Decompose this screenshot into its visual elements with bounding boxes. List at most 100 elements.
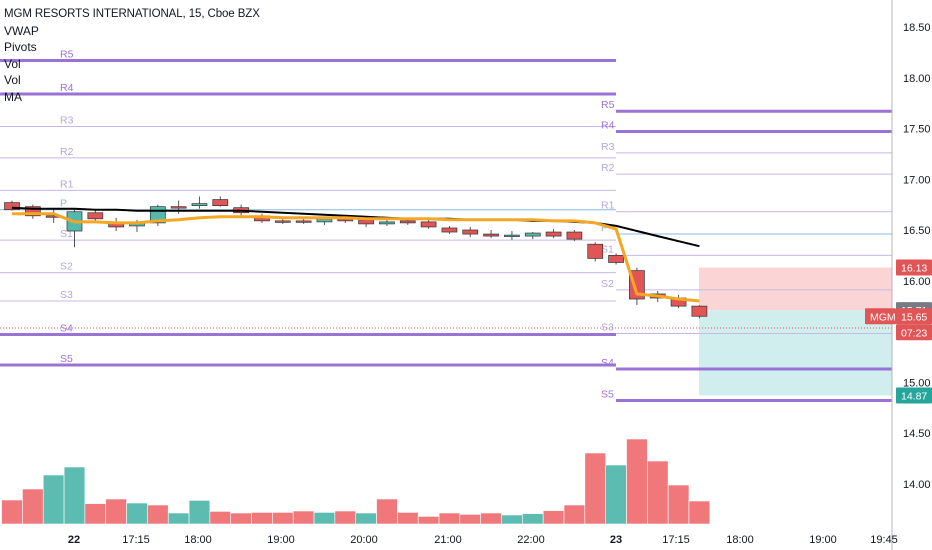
pivot-label: R1 <box>601 200 615 212</box>
volume-bar <box>501 514 523 525</box>
position-zones <box>699 267 892 396</box>
candles <box>4 196 708 319</box>
pivot-label: R3 <box>60 114 74 126</box>
volume-bar <box>542 510 565 525</box>
price-tick: 14.00 <box>903 479 931 491</box>
volume-bar <box>84 503 107 525</box>
pivot-label: R3 <box>601 141 615 153</box>
volume-bar <box>292 510 315 525</box>
indicator-ma[interactable]: MA <box>4 89 22 104</box>
symbol-title[interactable]: MGM RESORTS INTERNATIONAL, 15, Cboe BZX <box>4 8 260 20</box>
indicator-vol[interactable]: Vol <box>4 56 21 71</box>
price-badge-label: 15.65 <box>901 311 927 323</box>
volume-bar <box>209 511 231 525</box>
volume-bar <box>22 488 44 525</box>
candle-body <box>295 220 312 223</box>
candle-body <box>566 231 583 240</box>
volume-bar <box>188 500 211 525</box>
volume-bar <box>63 466 86 525</box>
price-tick: 17.50 <box>903 124 931 136</box>
pivot-label: R2 <box>60 146 74 158</box>
volume-bar <box>563 504 586 525</box>
target-zone <box>699 310 892 396</box>
time-tick: 19:00 <box>267 534 295 546</box>
price-badge <box>896 259 932 276</box>
pivot-label: S2 <box>60 261 73 273</box>
volume-bar <box>355 512 377 525</box>
volume-bar <box>522 513 544 525</box>
volume-bar <box>605 464 627 525</box>
candle-body <box>608 255 624 263</box>
price-badge-label: 14.87 <box>901 390 927 402</box>
volume-bar <box>626 438 648 525</box>
stop-zone <box>699 267 892 311</box>
candle-body <box>191 203 208 206</box>
pivot-label: P <box>601 222 608 234</box>
volume-bar <box>230 512 252 525</box>
candle-body <box>379 221 395 225</box>
candle-body <box>524 232 541 237</box>
pivot-label: S4 <box>601 357 614 369</box>
time-tick: 17:15 <box>662 534 690 546</box>
volume-bar <box>688 500 711 525</box>
pivot-label: R5 <box>601 99 615 111</box>
price-badge-label: 16.13 <box>901 263 927 275</box>
time-tick: 22:00 <box>517 534 545 546</box>
indicator-pivots[interactable]: Pivots <box>4 40 37 55</box>
pivot-label: R4 <box>60 82 74 94</box>
time-tick: 18:00 <box>184 534 212 546</box>
volume-bar <box>42 474 65 525</box>
chart-legend: MGM RESORTS INTERNATIONAL, 15, Cboe BZX … <box>4 6 260 106</box>
price-badge-label: 07:23 <box>901 327 927 339</box>
volume-bar <box>417 516 440 525</box>
price-tick: 16.00 <box>903 276 931 288</box>
time-tick: 20:00 <box>350 534 378 546</box>
price-tick: 18.00 <box>903 73 931 85</box>
candle-body <box>274 220 291 223</box>
volume-bar <box>397 512 419 525</box>
volume-bar <box>480 512 502 525</box>
price-tick: 18.50 <box>903 22 931 34</box>
candle-body <box>545 231 562 237</box>
volume-bar <box>438 512 461 525</box>
price-badge <box>896 324 932 341</box>
pivot-label: S3 <box>60 289 73 301</box>
candle-body <box>399 220 416 224</box>
price-tick: 14.50 <box>903 428 931 440</box>
pivot-label: R5 <box>60 48 74 60</box>
pivot-levels: R5R4R3R2R1PS1S2S3S4S5R5R4R3R2R1PS1S2S3S4… <box>0 48 892 403</box>
price-badge <box>896 308 932 325</box>
price-axis[interactable]: 18.5018.0017.5017.0016.5016.0015.5015.00… <box>865 22 932 491</box>
volume-bar <box>459 514 481 525</box>
time-tick: 22 <box>68 534 80 546</box>
indicator-vol-2[interactable]: Vol <box>4 73 21 88</box>
time-tick: 18:00 <box>726 534 754 546</box>
pivot-label: S5 <box>60 353 73 365</box>
volume-bar <box>126 502 148 525</box>
indicator-vwap[interactable]: VWAP <box>4 23 39 38</box>
pivot-label: P <box>60 198 67 210</box>
candle-body <box>87 212 104 220</box>
time-tick: 17:15 <box>122 534 150 546</box>
pivot-label: R2 <box>601 162 615 174</box>
vwap-line <box>12 212 700 303</box>
candle-body <box>358 219 374 225</box>
time-axis[interactable]: 22 17:15 18:00 19:00 20:00 21:00 22:00 23 17:15 1… <box>68 534 898 546</box>
time-tick: 19:00 <box>809 534 837 546</box>
price-tick: 16.50 <box>903 225 931 237</box>
pivot-label: S4 <box>60 323 73 335</box>
pivot-label: R4 <box>601 120 615 132</box>
time-tick: 19:45 <box>870 534 898 546</box>
candle-body <box>462 229 479 235</box>
candle-body <box>441 227 458 233</box>
candle-body <box>170 206 187 209</box>
volume-bar <box>313 512 336 525</box>
candle-body <box>420 221 437 228</box>
volume-bar <box>647 460 669 525</box>
time-tick: 21:00 <box>434 534 462 546</box>
volume-bar <box>167 512 190 525</box>
price-tick: 17.00 <box>903 174 931 186</box>
volume-bar <box>1 499 23 525</box>
candle-body <box>587 243 604 259</box>
